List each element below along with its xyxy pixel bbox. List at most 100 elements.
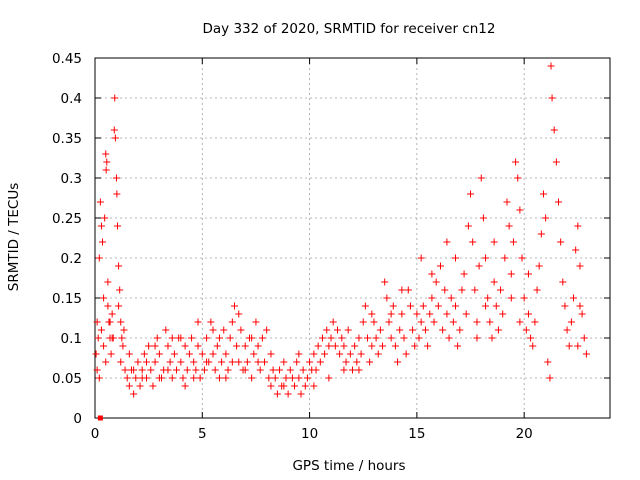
data-point [421,326,429,334]
data-point [286,366,294,374]
data-point [458,286,466,294]
data-point [222,374,230,382]
data-point [103,158,111,166]
data-point [514,174,522,182]
data-point [248,334,256,342]
data-point [318,334,326,342]
data-point [120,326,128,334]
x-tick-label: 10 [301,426,318,442]
data-point [138,366,146,374]
data-point [327,334,335,342]
data-point [151,358,159,366]
data-point [340,342,348,350]
data-point [561,302,569,310]
data-point [340,366,348,374]
data-point [237,326,245,334]
data-point [436,262,444,270]
data-point [222,350,230,358]
data-point [394,358,402,366]
data-point [434,302,442,310]
data-point [501,254,509,262]
data-point [102,166,110,174]
data-point [492,302,500,310]
data-point [265,374,273,382]
data-point [355,334,363,342]
data-point [475,262,483,270]
data-point [215,374,223,382]
data-point [121,366,129,374]
data-point [316,358,324,366]
data-point [235,310,243,318]
data-point [114,222,122,230]
data-point [117,318,125,326]
y-tick-label: 0 [73,411,82,427]
data-point [547,62,555,70]
data-point [155,350,163,358]
data-point [346,350,354,358]
data-point [396,326,404,334]
data-point [524,270,532,278]
data-point [469,238,477,246]
data-point [312,366,320,374]
data-point [233,342,241,350]
data-point [546,374,554,382]
data-point [181,382,189,390]
data-point [241,342,249,350]
data-point [415,334,423,342]
data-point [439,326,447,334]
data-point [190,358,198,366]
data-point [389,302,397,310]
data-point [104,278,112,286]
data-point [293,358,301,366]
data-point [349,366,356,374]
data-point [209,326,217,334]
data-point [125,350,133,358]
data-point [417,254,425,262]
x-tick-label: 15 [408,426,425,442]
data-point [151,342,159,350]
x-tick-label: 5 [198,426,207,442]
data-point [100,294,108,302]
x-tick-label: 20 [516,426,533,442]
data-point [280,358,288,366]
data-point [207,318,215,326]
data-point [535,262,543,270]
data-point [368,310,376,318]
data-point [497,286,505,294]
data-point [102,150,110,158]
y-tick-label: 0.35 [52,131,82,147]
data-point [100,342,108,350]
data-point [111,134,119,142]
data-point [539,190,547,198]
data-point [136,382,144,390]
data-point [95,374,103,382]
data-point [117,358,125,366]
data-point [484,294,492,302]
data-point [419,302,427,310]
data-point [400,334,408,342]
data-point [379,342,387,350]
data-point [516,318,524,326]
data-point [106,318,114,326]
data-point [430,318,438,326]
data-point [413,310,421,318]
data-point [198,350,206,358]
data-point [578,310,586,318]
data-point [428,294,436,302]
chart-title: Day 332 of 2020, SRMTID for receiver cn1… [203,21,496,37]
data-point [99,238,107,246]
data-point [280,382,288,390]
data-point [134,358,142,366]
data-point [215,334,223,342]
data-point [509,238,517,246]
data-point [555,198,562,206]
data-point [361,302,369,310]
data-point [301,382,309,390]
data-point [402,350,410,358]
data-point [97,326,105,334]
data-point [537,230,545,238]
y-tick-label: 0.4 [61,91,82,107]
data-point [518,254,526,262]
data-point [93,318,101,326]
data-point [179,374,187,382]
